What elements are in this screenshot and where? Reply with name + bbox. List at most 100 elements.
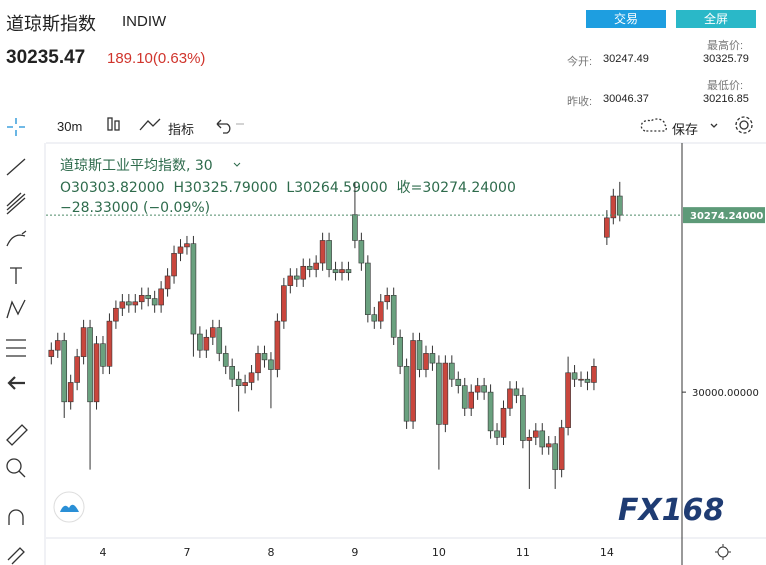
candle-body bbox=[268, 359, 274, 370]
candle-body bbox=[151, 298, 158, 306]
symbol-code: INDIW bbox=[122, 13, 167, 30]
candle-body bbox=[429, 353, 436, 364]
candle-body bbox=[326, 240, 332, 270]
x-tick-label: 10 bbox=[432, 546, 446, 559]
candle-body bbox=[591, 366, 597, 383]
open-label: 今开: bbox=[567, 56, 593, 68]
candle-body bbox=[216, 327, 223, 354]
candle-body bbox=[481, 385, 487, 393]
x-tick-label: 8 bbox=[267, 546, 274, 559]
candle-body bbox=[87, 327, 93, 403]
candle-body bbox=[494, 430, 500, 438]
candle-body bbox=[222, 353, 229, 367]
x-tick-label: 11 bbox=[516, 546, 530, 559]
candle-body bbox=[584, 378, 591, 383]
candle-body bbox=[345, 269, 352, 274]
x-tick-label: 7 bbox=[183, 546, 190, 559]
candle-body bbox=[449, 362, 455, 380]
candle-body bbox=[616, 195, 623, 216]
candle-body bbox=[526, 437, 533, 441]
candle-body bbox=[210, 327, 216, 338]
candle-body bbox=[171, 253, 177, 277]
candle-body bbox=[384, 295, 391, 303]
candle-body bbox=[539, 430, 546, 448]
indicators[interactable]: 指标 bbox=[168, 122, 195, 137]
price: 30235.47 bbox=[6, 47, 86, 68]
candle-body bbox=[397, 336, 403, 367]
candle-body bbox=[255, 353, 261, 374]
logo-icon bbox=[60, 504, 79, 512]
candle-body bbox=[261, 353, 268, 361]
settings-icon bbox=[715, 544, 731, 560]
high-label: 最高价: bbox=[707, 40, 744, 52]
prev-value: 30046.37 bbox=[603, 93, 649, 105]
candle-body bbox=[67, 382, 74, 403]
candle-body bbox=[436, 362, 442, 425]
candle-body bbox=[61, 340, 68, 403]
interval[interactable]: 30m bbox=[57, 119, 83, 134]
x-tick-label: 14 bbox=[600, 546, 614, 559]
candle-body bbox=[184, 243, 190, 248]
candle-body bbox=[132, 301, 139, 306]
candle-body bbox=[80, 327, 87, 357]
candle-body bbox=[306, 265, 313, 270]
candle-body bbox=[339, 269, 345, 274]
legend-title: 道琼斯工业平均指数, 30 bbox=[60, 158, 213, 174]
side-tools bbox=[6, 118, 28, 565]
candle-body bbox=[113, 307, 119, 322]
candle-body bbox=[138, 295, 145, 303]
candle-body bbox=[248, 372, 255, 383]
open-value: 30247.49 bbox=[603, 53, 649, 65]
candle-body bbox=[520, 395, 526, 441]
candle-body bbox=[164, 275, 171, 290]
candle-body bbox=[74, 356, 80, 383]
last-price-label: 30274.24000 bbox=[690, 211, 763, 222]
y-tick-label: 30000.00000 bbox=[692, 388, 759, 399]
candle-body bbox=[390, 295, 397, 338]
last-price-tag bbox=[683, 207, 765, 224]
x-tick-label: 4 bbox=[99, 546, 106, 559]
candle-body bbox=[532, 430, 539, 438]
candle-body bbox=[287, 275, 294, 286]
candle-body bbox=[177, 246, 184, 254]
candle-body bbox=[93, 343, 100, 403]
candle-body bbox=[352, 214, 358, 241]
candle-body bbox=[332, 269, 339, 274]
candle-body bbox=[48, 349, 55, 357]
trade-button[interactable]: 交易 bbox=[586, 10, 666, 28]
candle-body bbox=[565, 372, 571, 428]
candle-body bbox=[197, 333, 203, 351]
candle-body bbox=[558, 427, 565, 470]
candle-body bbox=[235, 378, 242, 386]
candle-body bbox=[190, 243, 197, 335]
candle-body bbox=[604, 217, 610, 238]
candle-body bbox=[158, 288, 164, 306]
candle-body bbox=[578, 378, 584, 381]
candle-body bbox=[455, 378, 462, 386]
candle-body bbox=[145, 295, 151, 299]
candle-body bbox=[281, 285, 287, 322]
candle-body bbox=[403, 366, 410, 422]
prev-label: 昨收: bbox=[567, 96, 593, 108]
candle-body bbox=[119, 301, 126, 309]
legend-ohlc: O30303.82000 H30325.79000 L30264.59000 收… bbox=[60, 180, 516, 196]
candle-body bbox=[461, 385, 468, 409]
candle-body bbox=[203, 336, 210, 351]
candle-body bbox=[229, 366, 235, 380]
candle-body bbox=[300, 265, 307, 280]
candle-body bbox=[293, 275, 300, 280]
candle-body bbox=[513, 388, 520, 396]
candle-body bbox=[487, 391, 494, 432]
candle-body bbox=[474, 385, 481, 393]
candle-body bbox=[100, 343, 106, 367]
fullscreen-button[interactable]: 全屏 bbox=[676, 10, 756, 28]
low-label: 最低价: bbox=[707, 80, 744, 92]
toolbar-icons bbox=[107, 116, 753, 134]
candle-body bbox=[313, 262, 319, 270]
candle-body bbox=[416, 340, 423, 370]
candle-body bbox=[319, 240, 326, 264]
save[interactable]: 保存 bbox=[672, 122, 699, 137]
candle-body bbox=[54, 340, 61, 351]
high-value: 30325.79 bbox=[703, 53, 749, 65]
